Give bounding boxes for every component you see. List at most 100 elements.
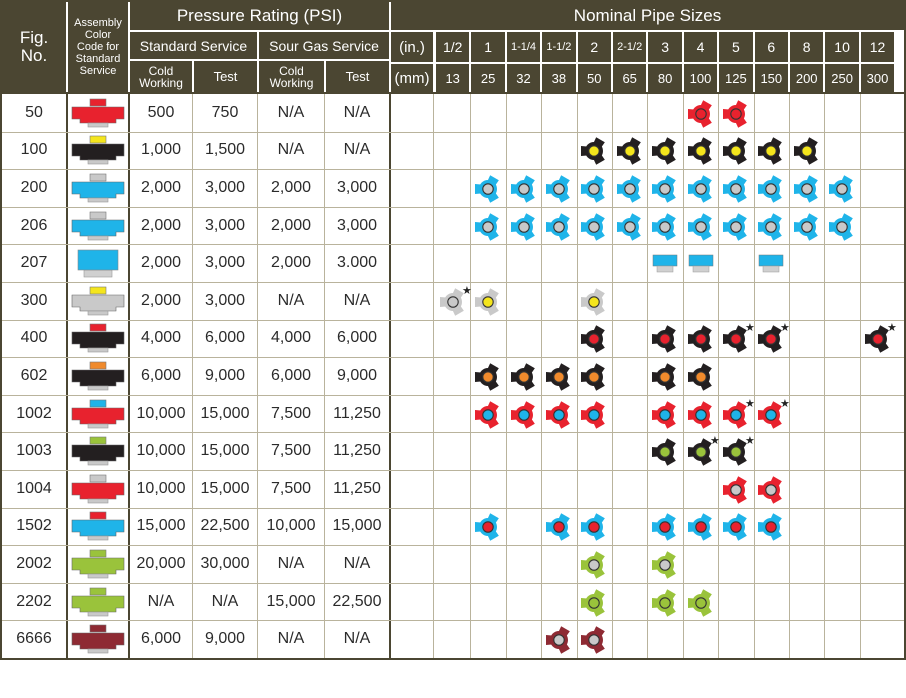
hammer-union-icon (581, 137, 606, 166)
sour-cold-working-cell: 6,000 (258, 357, 324, 395)
sour-cold-working-cell-text: 2,000 (270, 216, 312, 234)
hammer-union-icon (510, 175, 535, 203)
hammer-union-icon (545, 626, 570, 654)
hammer-union-icon (475, 212, 499, 241)
row-divider (2, 282, 904, 283)
std-cold-working-cell-text: 6,000 (140, 366, 182, 384)
size-inch-label: 12 (869, 39, 886, 55)
hammer-union-icon (687, 212, 712, 241)
size-inch-label: 3 (661, 39, 669, 55)
hammer-union-icon: ★ (758, 397, 790, 429)
column-divider (860, 94, 861, 658)
std-test-cell-text: 15,000 (200, 404, 250, 422)
fig-number-cell: 602 (2, 357, 66, 395)
hammer-union-icon (687, 513, 712, 542)
fig-number-cell-text: 2002 (16, 554, 52, 572)
sour-test-cell: 3.000 (325, 244, 389, 282)
size-inch-header: 1 (471, 32, 505, 62)
sour-cold-working-cell: 7,500 (258, 432, 324, 470)
assembly-color-cell (68, 508, 128, 546)
assembly-color-swatch (71, 286, 125, 316)
column-divider (754, 94, 755, 658)
svg-text:★: ★ (710, 434, 720, 447)
assembly-color-swatch (71, 436, 125, 466)
sour-cold-working-cell: N/A (258, 94, 324, 132)
std-cold-working-cell: 10,000 (130, 395, 192, 433)
hammer-union-icon (581, 400, 606, 429)
std-test-cell-text: 3,000 (204, 178, 246, 196)
hammer-union-icon: ★ (722, 434, 755, 466)
std-cold-working-cell-text: 2,000 (140, 216, 182, 234)
std-cold-working-cell-text: 6,000 (140, 630, 182, 648)
std-cold-working-cell: 2,000 (130, 244, 192, 282)
std-cold-working-cell-text: 4,000 (140, 329, 182, 347)
std-test-cell: 15,000 (193, 395, 257, 433)
sour-test-cell-text: N/A (343, 141, 371, 159)
hammer-union-icon (652, 325, 676, 354)
hammer-union-icon (722, 513, 747, 542)
assembly-color-swatch (71, 512, 125, 541)
size-inch-header: 1-1/2 (542, 32, 576, 62)
hammer-union-icon (829, 212, 853, 241)
sour-test-cell: N/A (325, 132, 389, 170)
size-inch-header: 2 (577, 32, 611, 62)
sour-test-cell: 11,250 (325, 395, 389, 433)
row-divider (2, 470, 904, 471)
sour-test-cell-text: N/A (343, 291, 371, 309)
hammer-union-icon (758, 175, 783, 203)
hammer-union-icon (758, 137, 783, 166)
column-divider (789, 94, 790, 658)
sour-test-cell: 9,000 (325, 357, 389, 395)
assembly-color-swatch (71, 136, 125, 165)
fig-number-cell-text: 100 (20, 141, 48, 159)
hammer-union-icon (722, 212, 747, 241)
sour-test-cell: 22,500 (325, 583, 389, 621)
column-divider (257, 94, 258, 658)
std-cold-working-header: Cold Working (130, 61, 192, 92)
hammer-union-icon (475, 513, 499, 542)
sour-cold-working-cell: N/A (258, 545, 324, 583)
hammer-union-icon (652, 363, 676, 391)
std-cold-working-cell: 6,000 (130, 357, 192, 395)
sour-gas-service-header: Sour Gas Service (259, 32, 389, 59)
sour-test-cell-text: 3,000 (336, 178, 378, 196)
hammer-union-icon (793, 212, 818, 241)
fig-number-cell-text: 300 (20, 291, 48, 309)
assembly-color-cell (68, 132, 128, 170)
column-divider (612, 94, 613, 658)
sour-cold-working-cell: 4,000 (258, 320, 324, 358)
table-border-bottom (0, 658, 906, 660)
mm-unit-header: (mm) (391, 64, 433, 92)
sour-cold-working-cell-text: N/A (277, 103, 305, 121)
size-mm-label: 125 (725, 70, 747, 86)
row-divider (2, 169, 904, 170)
column-divider (433, 94, 434, 658)
std-cold-working-cell: 10,000 (130, 432, 192, 470)
sour-cold-working-cell: 2,000 (258, 244, 324, 282)
hammer-union-icon (475, 288, 499, 316)
assembly-color-cell (68, 169, 128, 207)
size-mm-label: 25 (480, 70, 496, 86)
sour-test-cell-text: 6,000 (336, 329, 378, 347)
std-test-cell-text: 750 (211, 103, 239, 121)
hammer-union-icon (581, 325, 606, 354)
fig-number-cell-text: 206 (20, 216, 48, 234)
std-cold-working-cell-text: 2,000 (140, 178, 182, 196)
std-test-cell: 15,000 (193, 470, 257, 508)
std-cold-working-cell-text: 10,000 (136, 442, 186, 460)
size-inch-label: 5 (731, 39, 740, 55)
size-inch-header: 8 (790, 32, 824, 62)
std-cold-working-cell: 1,000 (130, 132, 192, 170)
sour-cold-working-cell-text: 7,500 (270, 404, 312, 422)
hammer-union-icon (510, 400, 535, 429)
size-inch-label: 6 (767, 39, 776, 55)
sour-test-cell-text: N/A (343, 103, 371, 121)
size-inch-label: 2-1/2 (617, 41, 643, 53)
hammer-union-icon (652, 175, 676, 203)
assembly-color-swatch (71, 98, 125, 128)
std-cold-working-cell: 2,000 (130, 169, 192, 207)
size-inch-header: 12 (860, 32, 895, 62)
size-mm-header: 100 (683, 64, 718, 92)
hammer-union-icon (687, 325, 712, 354)
hammer-union-icon (581, 626, 606, 654)
